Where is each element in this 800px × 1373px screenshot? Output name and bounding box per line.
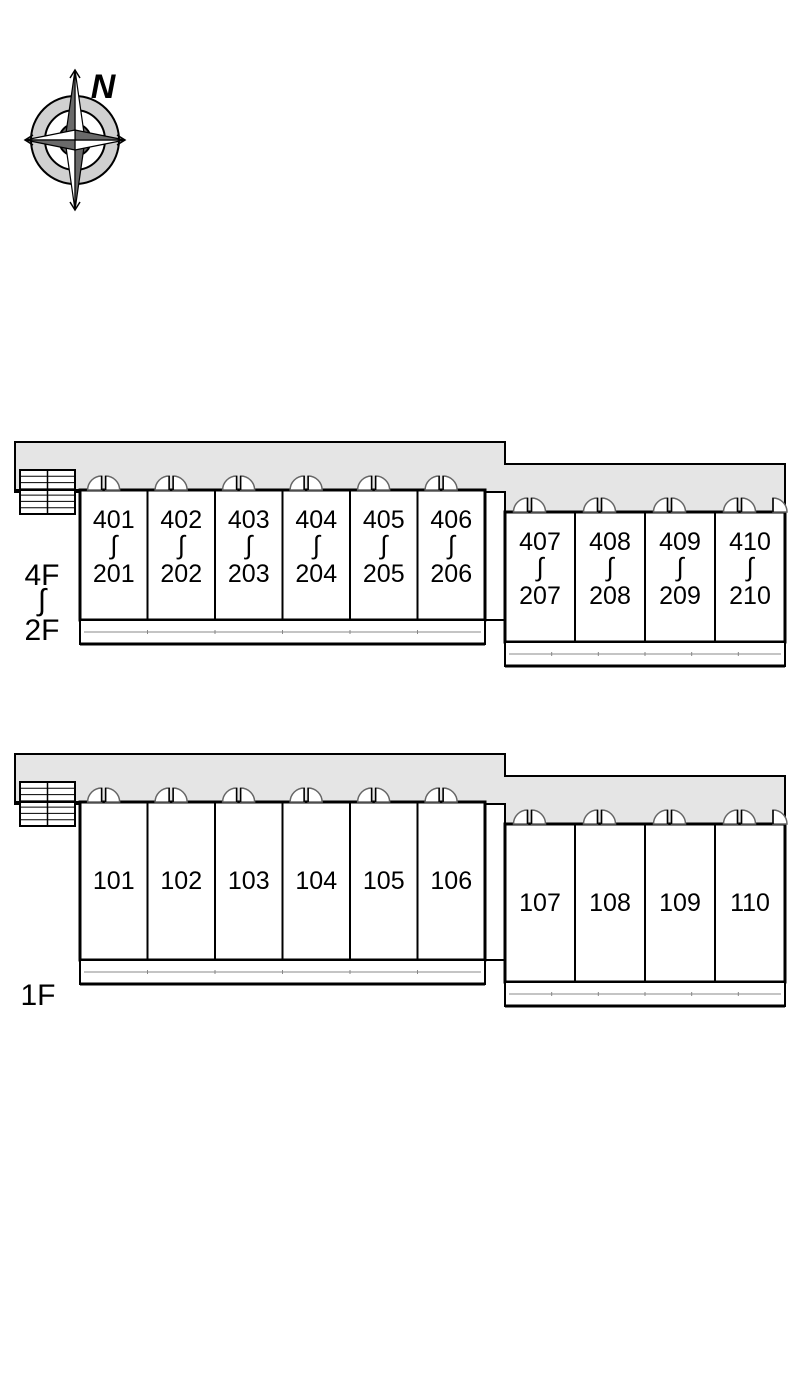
room-label: 106: [430, 867, 472, 895]
balcony: [80, 960, 485, 984]
room-label: 208: [589, 582, 631, 610]
room-label: 207: [519, 582, 561, 610]
floor-plan-svg: N401∫201402∫202403∫203404∫204405∫205406∫…: [0, 0, 800, 1373]
room-label: 103: [228, 867, 270, 895]
room-label: 209: [659, 582, 701, 610]
floor-label-1f: 1F: [20, 979, 55, 1012]
room-label: 205: [363, 560, 405, 588]
room-label: 107: [519, 889, 561, 917]
floor-label-tilde: ∫: [36, 584, 48, 617]
floor-label-bottom: 2F: [24, 614, 59, 647]
room-label: 104: [295, 867, 337, 895]
room-label: 109: [659, 889, 701, 917]
balcony: [505, 642, 785, 666]
room-label: 202: [160, 560, 202, 588]
room-label: 110: [730, 889, 770, 917]
room-label: 206: [430, 560, 472, 588]
compass-north-label: N: [91, 68, 117, 106]
balcony: [505, 982, 785, 1006]
balcony: [80, 620, 485, 644]
room-label: 204: [295, 560, 337, 588]
compass-rose: N: [25, 68, 125, 210]
stairs-icon: [20, 782, 75, 826]
room-label: 210: [729, 582, 771, 610]
room-label: 101: [93, 867, 135, 895]
room-label: 108: [589, 889, 631, 917]
room-label: 102: [160, 867, 202, 895]
room-label: 201: [93, 560, 135, 588]
room-label: 105: [363, 867, 405, 895]
stairs-icon: [20, 470, 75, 514]
room-label: 203: [228, 560, 270, 588]
